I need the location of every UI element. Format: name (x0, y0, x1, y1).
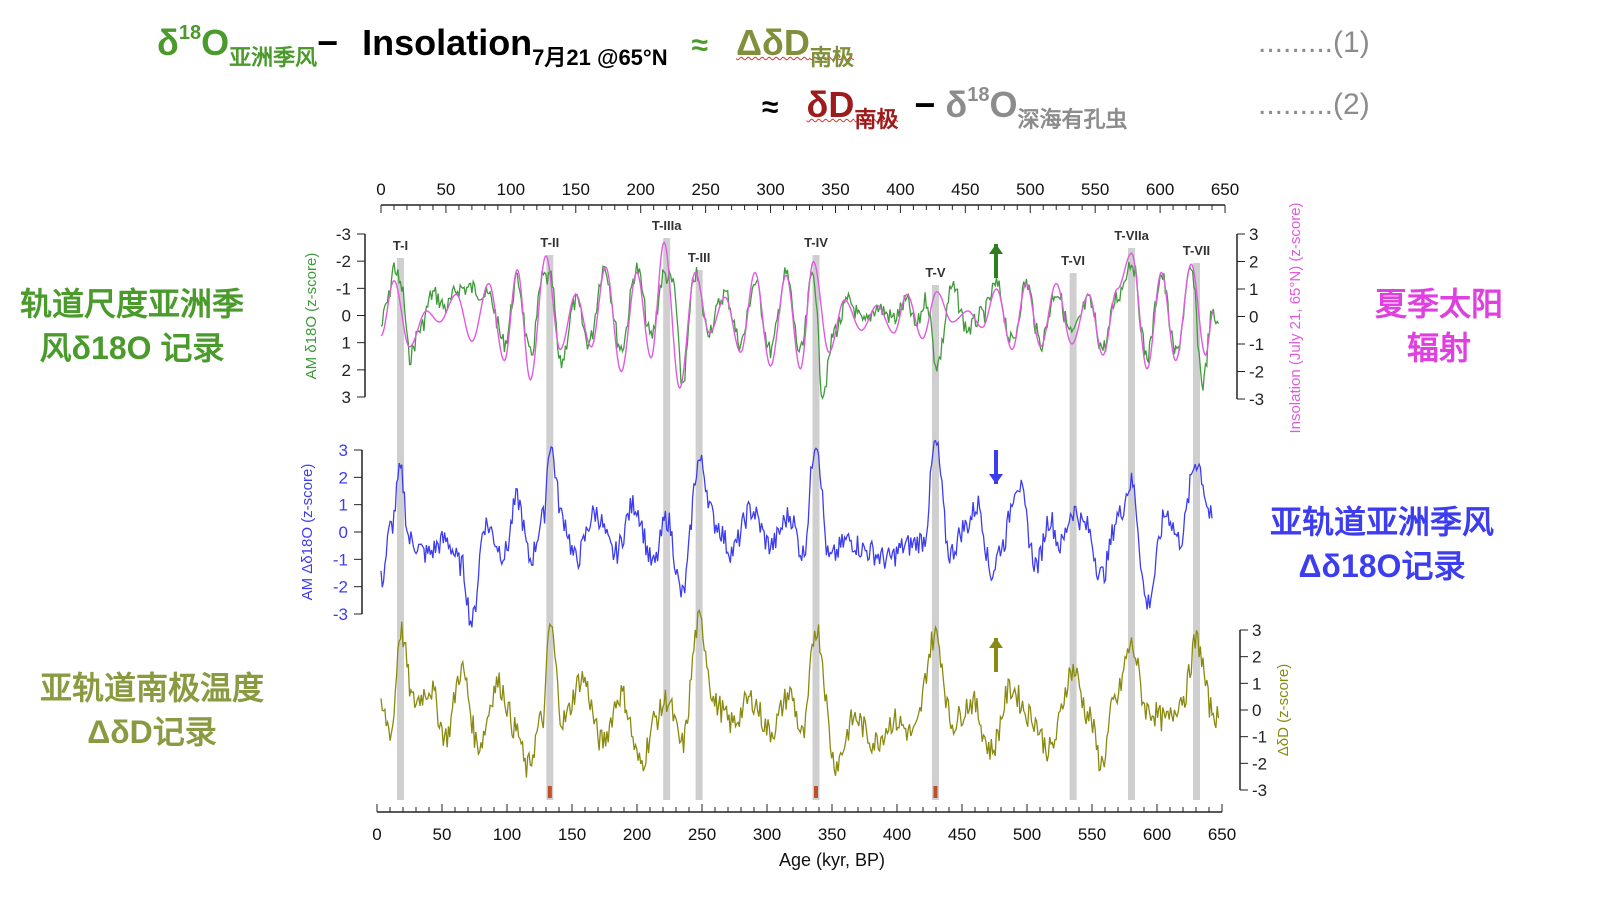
am-d18o-tick-label: 2 (342, 361, 351, 380)
ddd-tick-label: 3 (1252, 621, 1261, 640)
termination-bar (812, 255, 820, 800)
am-dd18o-ylabel: AM Δδ18O (z-score) (299, 464, 316, 601)
top-tick-label: 200 (627, 180, 655, 199)
series-am-18o-line (380, 439, 1213, 628)
arrow-up-icon-head (989, 638, 1003, 648)
series-insolation-line (380, 241, 1214, 390)
top-tick-label: 250 (691, 180, 719, 199)
bottom-tick-label: 100 (493, 825, 521, 844)
ddd-ylabel: ΔδD (z-score) (1275, 664, 1292, 757)
insolation-tick-label: -3 (1249, 390, 1264, 409)
equation-2-ref: .........(2) (1258, 88, 1370, 121)
top-tick-label: 350 (821, 180, 849, 199)
am-dd18o-tick-label: -3 (333, 605, 348, 624)
top-tick-label: 300 (756, 180, 784, 199)
event-marker (933, 786, 938, 798)
top-tick-label: 0 (376, 180, 385, 199)
am-d18o-tick-label: -1 (336, 279, 351, 298)
am-dd18o-tick-label: -2 (333, 578, 348, 597)
termination-label: T-VII (1183, 243, 1210, 258)
termination-bar (1192, 263, 1200, 800)
am-d18o-tick-label: 1 (342, 334, 351, 353)
termination-bar (1069, 273, 1077, 800)
label-orbital-monsoon: 轨道尺度亚洲季 风δ18O 记录 (20, 286, 245, 366)
bottom-tick-label: 300 (753, 825, 781, 844)
termination-label: T-IV (804, 235, 828, 250)
top-tick-label: 50 (436, 180, 455, 199)
bottom-tick-label: 650 (1208, 825, 1236, 844)
insolation-tick-label: 2 (1249, 253, 1258, 272)
bottom-tick-label: 600 (1143, 825, 1171, 844)
bottom-tick-label: 500 (1013, 825, 1041, 844)
bottom-tick-label: 400 (883, 825, 911, 844)
termination-bar (1128, 248, 1136, 800)
termination-bar (931, 285, 939, 800)
am-dd18o-tick-label: 0 (339, 523, 348, 542)
am-dd18o-tick-label: 3 (339, 441, 348, 460)
termination-label: T-VI (1061, 253, 1085, 268)
termination-bar (546, 255, 554, 800)
termination-label: T-IIIa (652, 218, 682, 233)
ddd-tick-label: -1 (1252, 728, 1267, 747)
ddd-tick-label: -2 (1252, 754, 1267, 773)
event-marker (547, 786, 552, 798)
top-tick-label: 450 (951, 180, 979, 199)
am-dd18o-tick-label: -1 (333, 550, 348, 569)
am-d18o-tick-label: -2 (336, 252, 351, 271)
termination-bar (663, 238, 671, 800)
label-insolation: 夏季太阳 辐射 (1375, 286, 1504, 366)
bottom-tick-label: 0 (372, 825, 381, 844)
termination-label: T-III (688, 250, 710, 265)
termination-bar (396, 258, 404, 800)
bottom-tick-label: 350 (818, 825, 846, 844)
am-d18o-tick-label: 0 (342, 307, 351, 326)
ddd-tick-label: -3 (1252, 781, 1267, 800)
insolation-ylabel: Insolation (July 21, 65°N) (z-score) (1287, 202, 1304, 433)
arrow-up-icon-head (989, 244, 1003, 254)
insolation-tick-label: -2 (1249, 363, 1264, 382)
termination-label: T-II (540, 235, 559, 250)
termination-label: T-I (393, 238, 408, 253)
ddd-tick-label: 2 (1252, 648, 1261, 667)
insolation-tick-label: 0 (1249, 308, 1258, 327)
bottom-tick-label: 250 (688, 825, 716, 844)
label-antarctic-temp: 亚轨道南极温度 ΔδD记录 (40, 670, 265, 750)
equation-1-ref: .........(1) (1258, 26, 1370, 59)
am-dd18o-tick-label: 2 (339, 468, 348, 487)
series--d-line (380, 608, 1220, 778)
am-d18o-tick-label: 3 (342, 388, 351, 407)
termination-label: T-VIIa (1114, 228, 1149, 243)
top-tick-label: 150 (562, 180, 590, 199)
label-suborbital-monsoon: 亚轨道亚洲季风 Δδ18O记录 (1270, 504, 1495, 584)
top-tick-label: 500 (1016, 180, 1044, 199)
am-d18o-ylabel: AM δ18O (z-score) (303, 253, 320, 380)
equation-1: δ18O亚洲季风− Insolation7月21 @65°N ≈ ΔδD南极 (157, 22, 854, 70)
termination-label: T-V (925, 265, 946, 280)
top-tick-label: 400 (886, 180, 914, 199)
am-dd18o-tick-label: 1 (339, 496, 348, 515)
top-tick-label: 100 (497, 180, 525, 199)
bottom-tick-label: 450 (948, 825, 976, 844)
top-tick-label: 650 (1211, 180, 1239, 199)
ddd-tick-label: 0 (1252, 701, 1261, 720)
x-axis-label: Age (kyr, BP) (779, 850, 885, 870)
bottom-tick-label: 200 (623, 825, 651, 844)
bottom-tick-label: 50 (433, 825, 452, 844)
event-marker (813, 786, 818, 798)
equation-2: ≈ δD南极 − δ18O深海有孔虫 (762, 84, 1128, 132)
bottom-tick-label: 150 (558, 825, 586, 844)
termination-bar (695, 270, 703, 800)
top-tick-label: 550 (1081, 180, 1109, 199)
bottom-tick-label: 550 (1078, 825, 1106, 844)
ddd-tick-label: 1 (1252, 674, 1261, 693)
top-tick-label: 600 (1146, 180, 1174, 199)
insolation-tick-label: 3 (1249, 225, 1258, 244)
insolation-tick-label: 1 (1249, 280, 1258, 299)
insolation-tick-label: -1 (1249, 335, 1264, 354)
series-am-18o-line (380, 261, 1220, 400)
arrow-down-icon-head (989, 474, 1003, 484)
am-d18o-tick-label: -3 (336, 225, 351, 244)
